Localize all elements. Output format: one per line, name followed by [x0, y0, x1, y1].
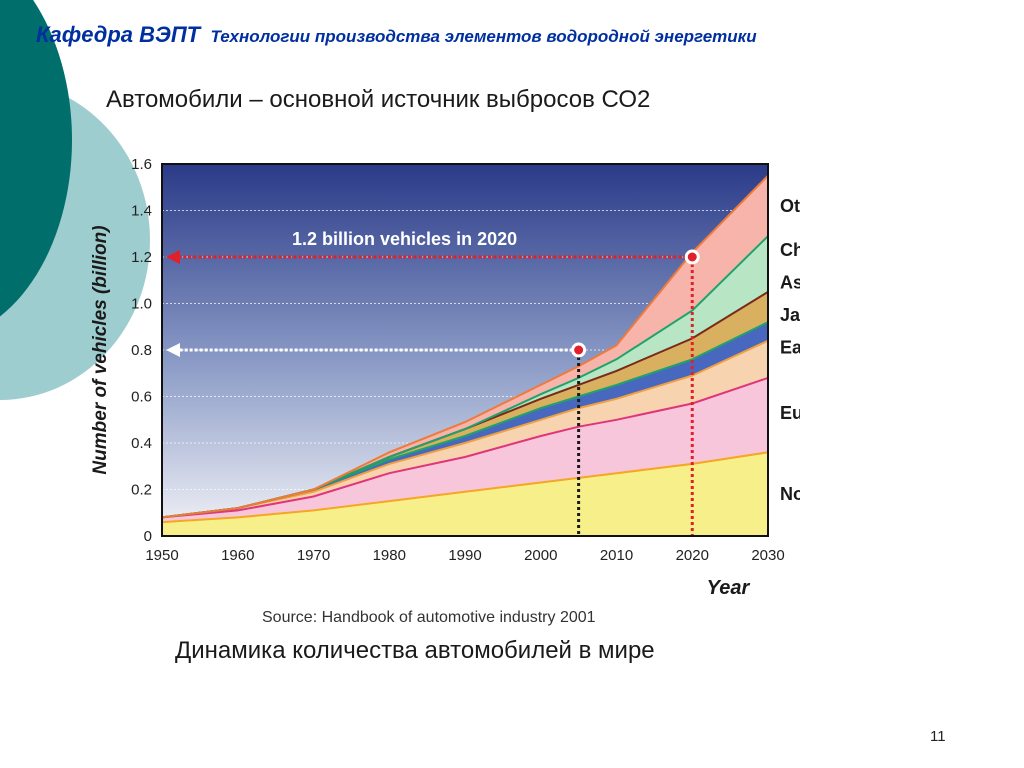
chart-source: Source: Handbook of automotive industry …: [262, 609, 596, 626]
slide-number: 11: [930, 728, 946, 745]
x-tick-label: 2000: [524, 547, 557, 564]
annotation-arrowhead: [166, 343, 180, 357]
annotation-marker: [571, 342, 587, 358]
y-tick-label: 0.2: [131, 482, 152, 499]
x-tick-label: 2010: [600, 547, 633, 564]
area-europe: [162, 377, 768, 523]
x-axis-label: Year: [707, 577, 751, 599]
y-tick-label: 0.8: [131, 342, 152, 359]
y-axis-label: Number of vehicles (billion): [90, 225, 111, 474]
y-tick-label: 0: [144, 528, 152, 545]
department-name: Кафедра ВЭПТ: [36, 22, 201, 47]
legend-label: North America: [780, 484, 800, 504]
x-tick-label: 1990: [448, 547, 481, 564]
x-tick-label: 2020: [676, 547, 709, 564]
y-tick-label: 1.0: [131, 296, 152, 313]
slide-header: Кафедра ВЭПТ Технологии производства эле…: [36, 22, 757, 48]
course-title: Технологии производства элементов водоро…: [210, 27, 757, 46]
x-tick-label: 2030: [751, 547, 784, 564]
y-tick-label: 0.6: [131, 389, 152, 406]
x-tick-label: 1960: [221, 547, 254, 564]
plot-frame: [161, 163, 769, 537]
legend-label: East Europe: [780, 338, 800, 358]
line-north-america: [161, 451, 769, 524]
y-tick-label: 1.6: [131, 156, 152, 173]
x-tick-label: 1970: [297, 547, 330, 564]
y-tick-label: 0.4: [131, 435, 152, 452]
legend-label: China: [780, 240, 800, 260]
line-europe: [161, 376, 769, 519]
vehicle-growth-chart: North America Europe East Europe Japan Asia C…: [90, 156, 800, 626]
slide-subtitle: Автомобили – основной источник выбросов …: [106, 86, 651, 113]
annotation-text: 1.2 billion vehicles in 2020: [292, 229, 517, 249]
legend-label: Japan: [780, 305, 800, 325]
x-tick-label: 1980: [373, 547, 406, 564]
legend-label: Asia: [780, 273, 800, 293]
annotation-arrowhead: [166, 250, 180, 264]
x-tick-label: 1950: [145, 547, 178, 564]
legend-label: Europe: [780, 403, 800, 423]
line-others: [161, 174, 769, 519]
y-tick-label: 1.2: [131, 249, 152, 266]
y-tick-label: 1.4: [131, 203, 152, 220]
legend-label: Others: [780, 196, 800, 216]
annotation-marker: [684, 249, 700, 265]
line-east-europe: [161, 339, 769, 519]
slide-caption: Динамика количества автомобилей в мире: [175, 637, 655, 664]
